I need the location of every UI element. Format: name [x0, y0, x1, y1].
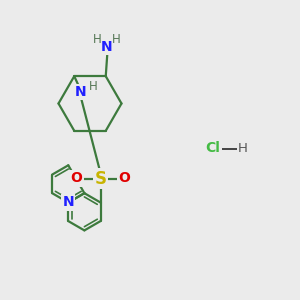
- Text: O: O: [70, 172, 83, 185]
- Text: H: H: [238, 142, 248, 155]
- Text: H: H: [112, 33, 121, 46]
- Text: H: H: [93, 33, 101, 46]
- Text: O: O: [118, 172, 130, 185]
- Text: S: S: [94, 169, 106, 188]
- Text: N: N: [75, 85, 87, 99]
- Text: N: N: [62, 196, 74, 209]
- Text: N: N: [101, 40, 112, 54]
- Text: Cl: Cl: [206, 142, 220, 155]
- Text: H: H: [88, 80, 97, 93]
